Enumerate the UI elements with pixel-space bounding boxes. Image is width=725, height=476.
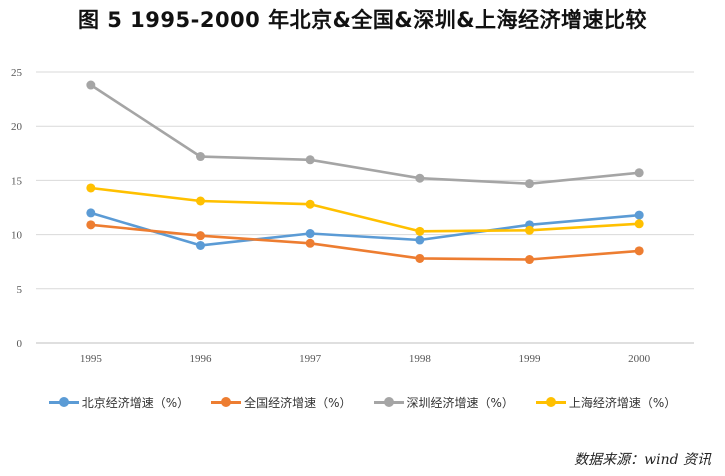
legend-item: 深圳经济增速（%） <box>373 394 514 411</box>
data-point <box>415 226 425 236</box>
legend-label: 深圳经济增速（%） <box>406 395 514 410</box>
data-point <box>196 240 205 250</box>
data-point <box>415 253 425 263</box>
series-3 <box>86 183 644 236</box>
series-2 <box>86 80 644 189</box>
data-point <box>86 183 96 193</box>
x-tick-label: 1996 <box>190 353 213 365</box>
data-point <box>86 208 96 218</box>
legend-swatch <box>535 396 566 408</box>
data-point <box>525 255 534 265</box>
legend-item: 北京经济增速（%） <box>48 394 190 411</box>
x-tick-label: 1997 <box>299 353 322 365</box>
y-tick-label: 25 <box>11 67 23 79</box>
legend-label: 上海经济增速（%） <box>568 395 677 410</box>
data-point <box>634 168 644 178</box>
data-point <box>196 152 205 162</box>
x-tick-label: 1998 <box>409 353 432 365</box>
x-tick-label: 1999 <box>519 353 542 365</box>
data-point <box>415 235 425 245</box>
data-point <box>525 179 534 189</box>
data-point <box>415 173 425 183</box>
legend-label: 全国经济增速（%） <box>244 395 352 410</box>
legend-swatch <box>373 396 404 408</box>
legend: 北京经济增速（%） 全国经济增速（%） 深圳经济增速（%） 上海经济增速（%） <box>0 392 725 412</box>
series-1 <box>86 220 644 265</box>
series-line <box>89 83 641 185</box>
data-point <box>634 219 644 229</box>
data-point <box>305 238 315 248</box>
data-point <box>305 155 315 165</box>
legend-item: 全国经济增速（%） <box>211 394 352 411</box>
grid <box>36 71 694 344</box>
data-point <box>634 246 644 256</box>
data-point <box>196 196 205 206</box>
data-point <box>634 210 644 220</box>
data-point <box>86 80 96 90</box>
y-tick-label: 5 <box>17 284 23 296</box>
legend-label: 北京经济增速（%） <box>81 395 190 410</box>
data-point <box>305 199 315 209</box>
y-tick-label: 15 <box>11 175 23 187</box>
y-tick-label: 10 <box>11 230 23 242</box>
series-line <box>89 223 641 261</box>
legend-swatch <box>211 396 242 408</box>
line-chart: 0 5 10 15 20 25 1995 1996 1997 1998 1999 2000 <box>11 67 694 365</box>
data-point <box>86 220 96 230</box>
data-point <box>525 225 534 235</box>
x-tick-label: 2000 <box>628 353 651 365</box>
series-lines <box>86 80 644 265</box>
x-tick-label: 1995 <box>80 353 103 365</box>
y-axis: 0 5 10 15 20 25 <box>11 67 23 350</box>
data-point <box>305 229 315 239</box>
chart-title: 图 5 1995-2000 年北京&全国&深圳&上海经济增速比较 <box>77 8 648 32</box>
x-axis: 1995 1996 1997 1998 1999 2000 <box>80 353 651 365</box>
legend-item: 上海经济增速（%） <box>535 394 677 411</box>
y-tick-label: 0 <box>17 338 23 350</box>
y-tick-label: 20 <box>11 121 23 133</box>
legend-swatch <box>48 396 79 408</box>
series-line <box>89 211 641 247</box>
source-note: 数据来源：wind 资讯 <box>574 452 711 468</box>
data-point <box>196 231 205 241</box>
series-0 <box>86 208 644 250</box>
series-line <box>89 186 641 233</box>
